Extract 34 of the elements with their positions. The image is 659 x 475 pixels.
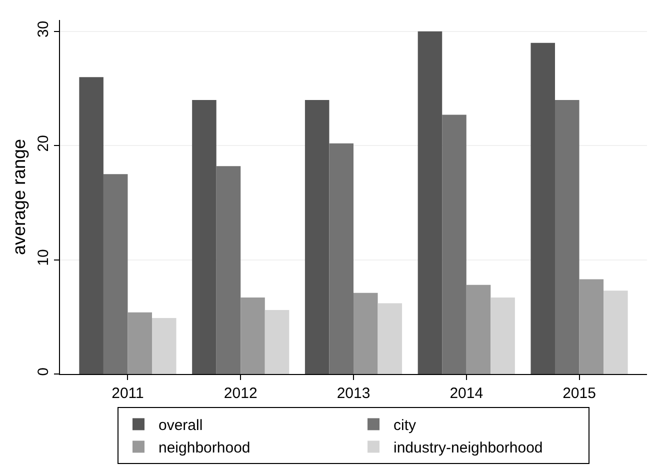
bar bbox=[240, 297, 265, 374]
bar bbox=[354, 292, 378, 374]
bar bbox=[442, 114, 466, 374]
bar bbox=[329, 143, 354, 374]
x-tick-label: 2011 bbox=[112, 385, 144, 402]
bar bbox=[378, 303, 402, 374]
y-axis-title: average range bbox=[9, 138, 30, 256]
bar bbox=[152, 318, 176, 374]
bar bbox=[418, 31, 442, 374]
bar bbox=[604, 290, 628, 374]
y-tick-label: 20 bbox=[35, 135, 52, 152]
y-tick-label: 0 bbox=[35, 368, 52, 376]
bar bbox=[490, 297, 515, 374]
bar bbox=[530, 42, 555, 374]
x-tick-label: 2014 bbox=[450, 385, 484, 402]
legend-label: industry-neighborhood bbox=[394, 440, 543, 457]
bar bbox=[192, 100, 216, 374]
bar bbox=[128, 312, 152, 374]
bar bbox=[466, 284, 491, 374]
bar bbox=[579, 279, 604, 374]
y-tick-label: 10 bbox=[35, 249, 52, 266]
bar bbox=[264, 310, 290, 374]
legend-label: neighborhood bbox=[158, 440, 250, 457]
y-tick-label: 30 bbox=[35, 20, 52, 38]
legend-label: overall bbox=[158, 417, 203, 434]
bar bbox=[79, 77, 104, 374]
bar bbox=[216, 166, 241, 374]
x-tick-label: 2015 bbox=[562, 385, 596, 402]
x-tick-label: 2012 bbox=[224, 385, 258, 402]
bar bbox=[555, 100, 580, 374]
x-tick-label: 2013 bbox=[336, 385, 370, 402]
bar bbox=[304, 100, 330, 374]
legend-label: city bbox=[394, 417, 416, 434]
bar bbox=[103, 174, 128, 374]
